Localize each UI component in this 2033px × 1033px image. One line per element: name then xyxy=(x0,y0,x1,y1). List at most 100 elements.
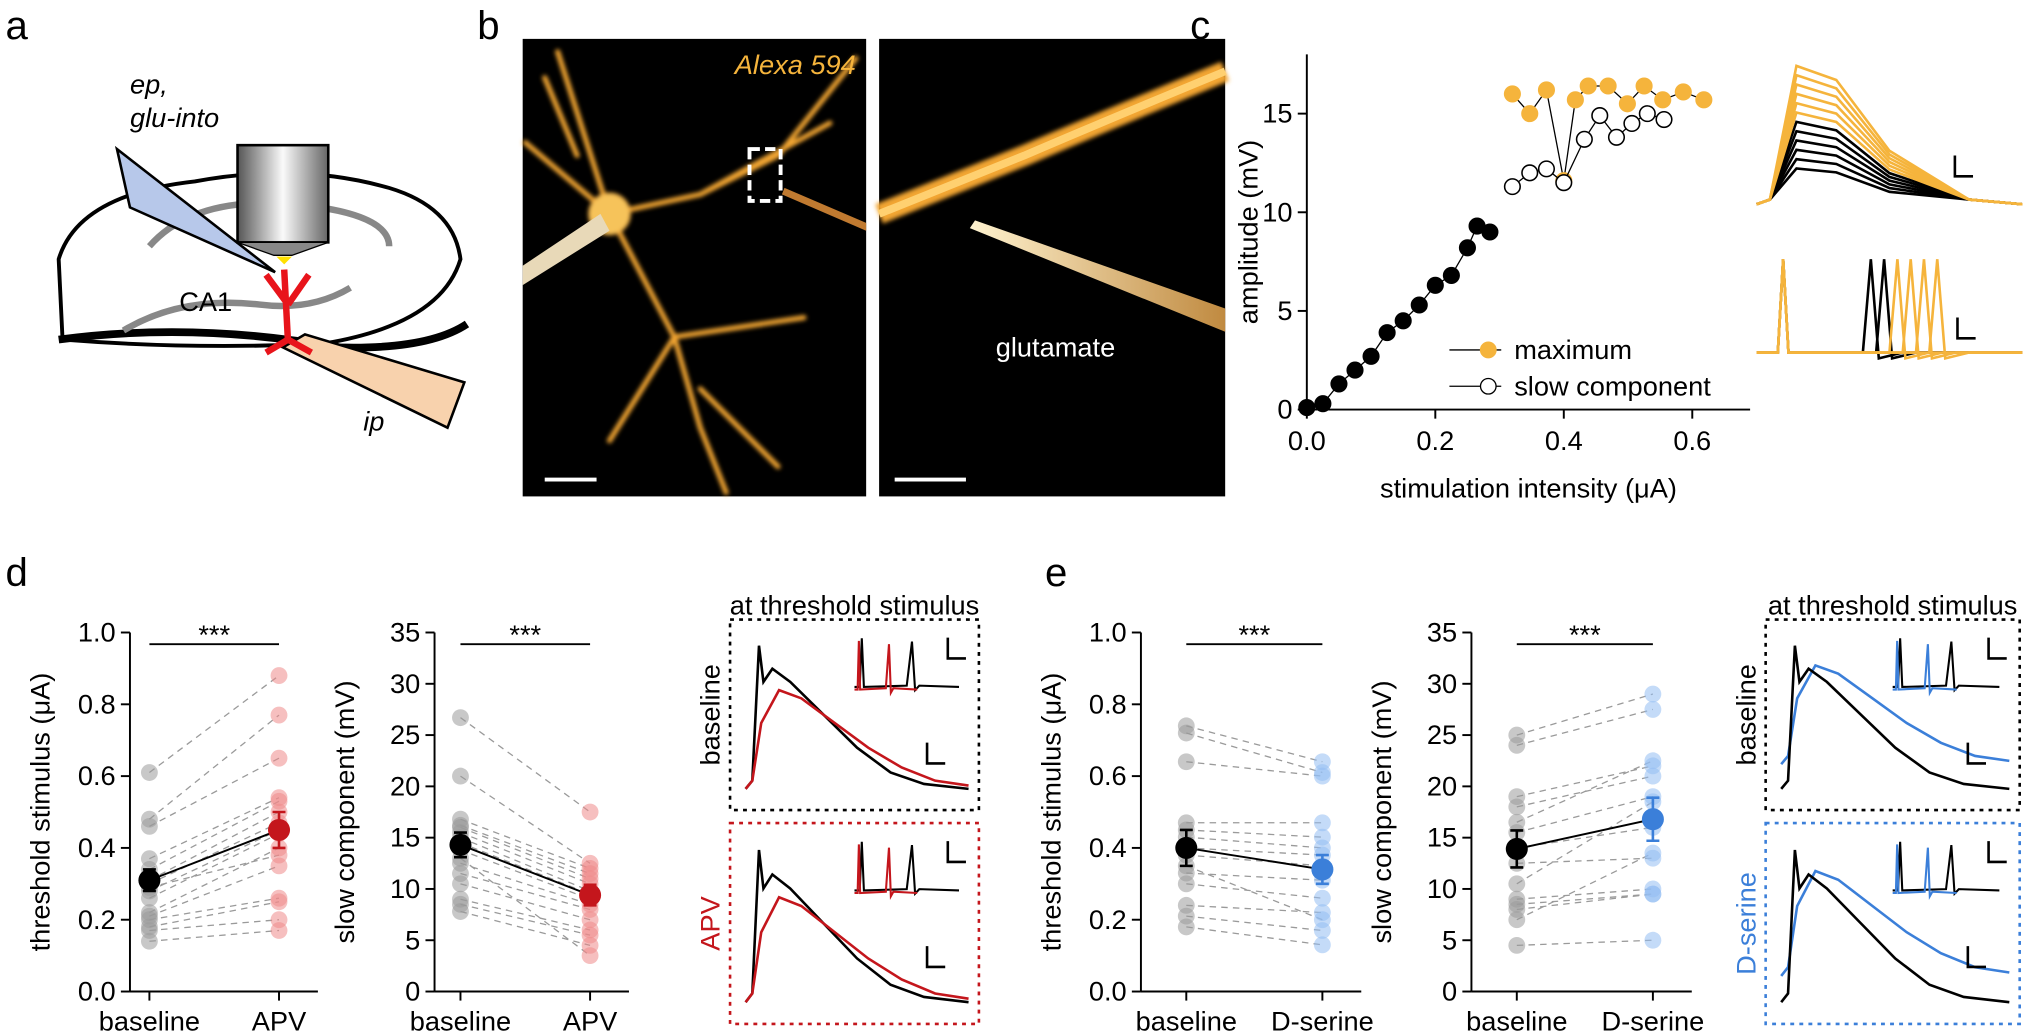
subject-point xyxy=(1508,911,1526,929)
pair-line xyxy=(1516,888,1653,900)
schematic-label: ep, xyxy=(130,68,168,99)
y-tick-label: 0.0 xyxy=(78,976,116,1007)
subject-point xyxy=(270,922,288,939)
scale-bar xyxy=(925,946,946,969)
subject-point xyxy=(581,803,599,821)
pair-line xyxy=(149,847,280,914)
subject-point xyxy=(1644,701,1662,718)
trace xyxy=(1892,640,1957,697)
panel-label: b xyxy=(477,3,499,48)
mean-line xyxy=(149,829,280,882)
pair-line xyxy=(1186,725,1323,763)
trace-box xyxy=(1764,821,2021,1026)
point xyxy=(1635,77,1653,95)
panel-label: d xyxy=(6,550,28,595)
pair-line xyxy=(149,829,280,892)
schematic-label: CA1 xyxy=(179,286,232,317)
pair-line xyxy=(149,832,280,899)
point xyxy=(1607,128,1626,146)
legend-marker xyxy=(1479,341,1497,359)
y-tick-label: 30 xyxy=(1427,668,1457,699)
mean-line xyxy=(1516,818,1654,850)
subject-point xyxy=(1177,918,1195,936)
y-tick-label: 5 xyxy=(1442,924,1457,955)
trace xyxy=(1780,849,2010,1004)
pair-line xyxy=(149,822,280,885)
point xyxy=(1575,130,1593,148)
subject-point xyxy=(1644,767,1662,785)
image-label: glutamate xyxy=(996,331,1115,362)
x-tick-label: 0.6 xyxy=(1673,425,1711,456)
point xyxy=(1654,91,1672,109)
pair-line xyxy=(460,717,591,813)
y-tick-label: 0 xyxy=(1442,976,1457,1007)
y-tick-label: 25 xyxy=(390,719,420,750)
legend-label: maximum xyxy=(1514,334,1632,365)
point xyxy=(1579,77,1597,95)
significance: *** xyxy=(198,619,230,650)
subject-point xyxy=(1644,885,1662,903)
point xyxy=(1426,276,1444,294)
pair-line xyxy=(1516,693,1654,736)
y-tick-label: 0.8 xyxy=(1089,688,1127,719)
pair-line xyxy=(460,831,591,885)
pair-line xyxy=(460,775,591,864)
pair-line xyxy=(1186,829,1323,838)
point xyxy=(1537,160,1556,178)
pair-line xyxy=(149,757,280,827)
x-tick-label: 0.2 xyxy=(1416,425,1454,456)
trace xyxy=(854,841,960,897)
plots: 0 5 10 15 0.0 0.2 0.4 0.6 stimulation intensity … xyxy=(25,54,2023,1033)
subject-point xyxy=(1177,724,1195,742)
significance: *** xyxy=(1238,619,1270,650)
subject-point xyxy=(140,932,158,950)
point xyxy=(1503,85,1521,103)
trace xyxy=(1756,259,2023,360)
point xyxy=(1537,81,1556,99)
point xyxy=(1314,395,1332,413)
subject-point xyxy=(1313,889,1331,907)
image-label: Alexa 594 xyxy=(733,49,856,80)
y-tick-label: 1.0 xyxy=(1089,617,1127,648)
pair-line xyxy=(1186,732,1323,774)
pair-line xyxy=(149,811,280,881)
subject-point xyxy=(1313,911,1331,929)
trace xyxy=(1756,259,2023,360)
pair-line xyxy=(1516,939,1653,947)
condition-label: baseline xyxy=(695,664,726,765)
pair-line xyxy=(1186,761,1323,777)
scale-bar xyxy=(1953,155,1974,178)
trace xyxy=(744,645,969,791)
point xyxy=(1566,91,1584,109)
subject-point xyxy=(1644,685,1662,703)
mean-point xyxy=(1505,837,1528,860)
y-tick-label: 0 xyxy=(405,976,420,1007)
mean-point xyxy=(267,818,291,841)
pair-line xyxy=(460,849,591,900)
y-tick-label: 0.2 xyxy=(78,904,116,935)
y-tick-label: 10 xyxy=(390,873,420,904)
scale-bar xyxy=(1987,637,2007,660)
y-tick-label: 15 xyxy=(390,822,420,853)
subject-point xyxy=(1508,813,1526,831)
y-tick-label: 10 xyxy=(1427,873,1457,904)
point xyxy=(1674,83,1692,101)
y-tick-label: 20 xyxy=(1427,770,1457,801)
y-tick-label: 0.6 xyxy=(1089,760,1127,791)
x-tick-label: baseline xyxy=(1136,1005,1237,1033)
y-tick-label: 0.4 xyxy=(1089,832,1127,863)
subject-point xyxy=(1508,875,1526,893)
subject-point xyxy=(452,875,469,893)
trace-title: at threshold stimulus xyxy=(730,589,979,620)
y-tick-label: 15 xyxy=(1262,98,1292,129)
point xyxy=(1655,110,1673,129)
x-axis-label: stimulation intensity (μA) xyxy=(1380,473,1677,504)
trace xyxy=(1892,638,2000,693)
pair-line xyxy=(460,903,591,936)
y-tick-label: 5 xyxy=(405,924,420,955)
pair-line xyxy=(1516,893,1653,905)
point xyxy=(1394,312,1412,330)
trace xyxy=(1892,844,1957,900)
trace-title: at threshold stimulus xyxy=(1768,589,2017,620)
pair-line xyxy=(460,818,591,870)
